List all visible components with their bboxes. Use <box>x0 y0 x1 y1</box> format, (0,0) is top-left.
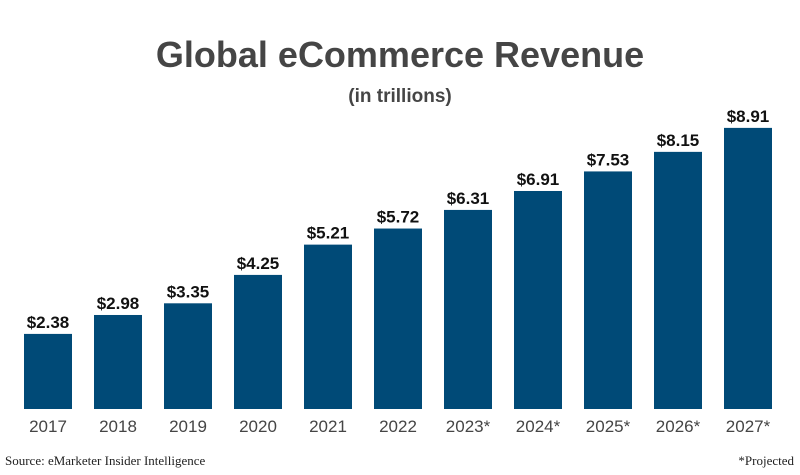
data-label: $6.91 <box>517 170 560 189</box>
bar-2020 <box>234 274 282 409</box>
x-tick-label: 2020 <box>239 417 277 436</box>
source-note: Source: eMarketer Insider Intelligence <box>5 453 206 468</box>
data-label: $8.15 <box>657 131 700 150</box>
bar-2026* <box>654 151 702 409</box>
x-tick-label: 2027* <box>726 417 771 436</box>
chart-title: Global eCommerce Revenue <box>155 34 645 75</box>
data-label: $4.25 <box>237 254 280 273</box>
x-tick-label: 2017 <box>29 417 67 436</box>
bar-2021 <box>304 244 352 409</box>
bar-2019 <box>164 303 212 409</box>
chart-subtitle: (in trillions) <box>348 86 452 107</box>
data-label: $5.72 <box>377 208 420 227</box>
x-tick-label: 2021 <box>309 417 347 436</box>
bar-2024* <box>514 190 562 409</box>
bar-2027* <box>724 127 772 410</box>
bar-2017 <box>24 333 72 409</box>
data-label: $7.53 <box>587 150 630 169</box>
x-tick-label: 2023* <box>446 417 491 436</box>
bar-2022 <box>374 228 422 409</box>
data-label: $8.91 <box>727 107 770 126</box>
data-label: $3.35 <box>167 282 210 301</box>
x-tick-label: 2026* <box>656 417 701 436</box>
data-label: $2.38 <box>27 313 70 332</box>
data-label: $6.31 <box>447 189 490 208</box>
x-tick-label: 2018 <box>99 417 137 436</box>
data-label: $5.21 <box>307 224 350 243</box>
data-label: $2.98 <box>97 294 140 313</box>
x-tick-label: 2025* <box>586 417 631 436</box>
bar-2025* <box>584 171 632 409</box>
x-tick-label: 2022 <box>379 417 417 436</box>
bar-2023* <box>444 209 492 409</box>
bar-2018 <box>94 314 142 409</box>
x-tick-label: 2024* <box>516 417 561 436</box>
projected-note: *Projected <box>738 453 794 468</box>
x-tick-label: 2019 <box>169 417 207 436</box>
